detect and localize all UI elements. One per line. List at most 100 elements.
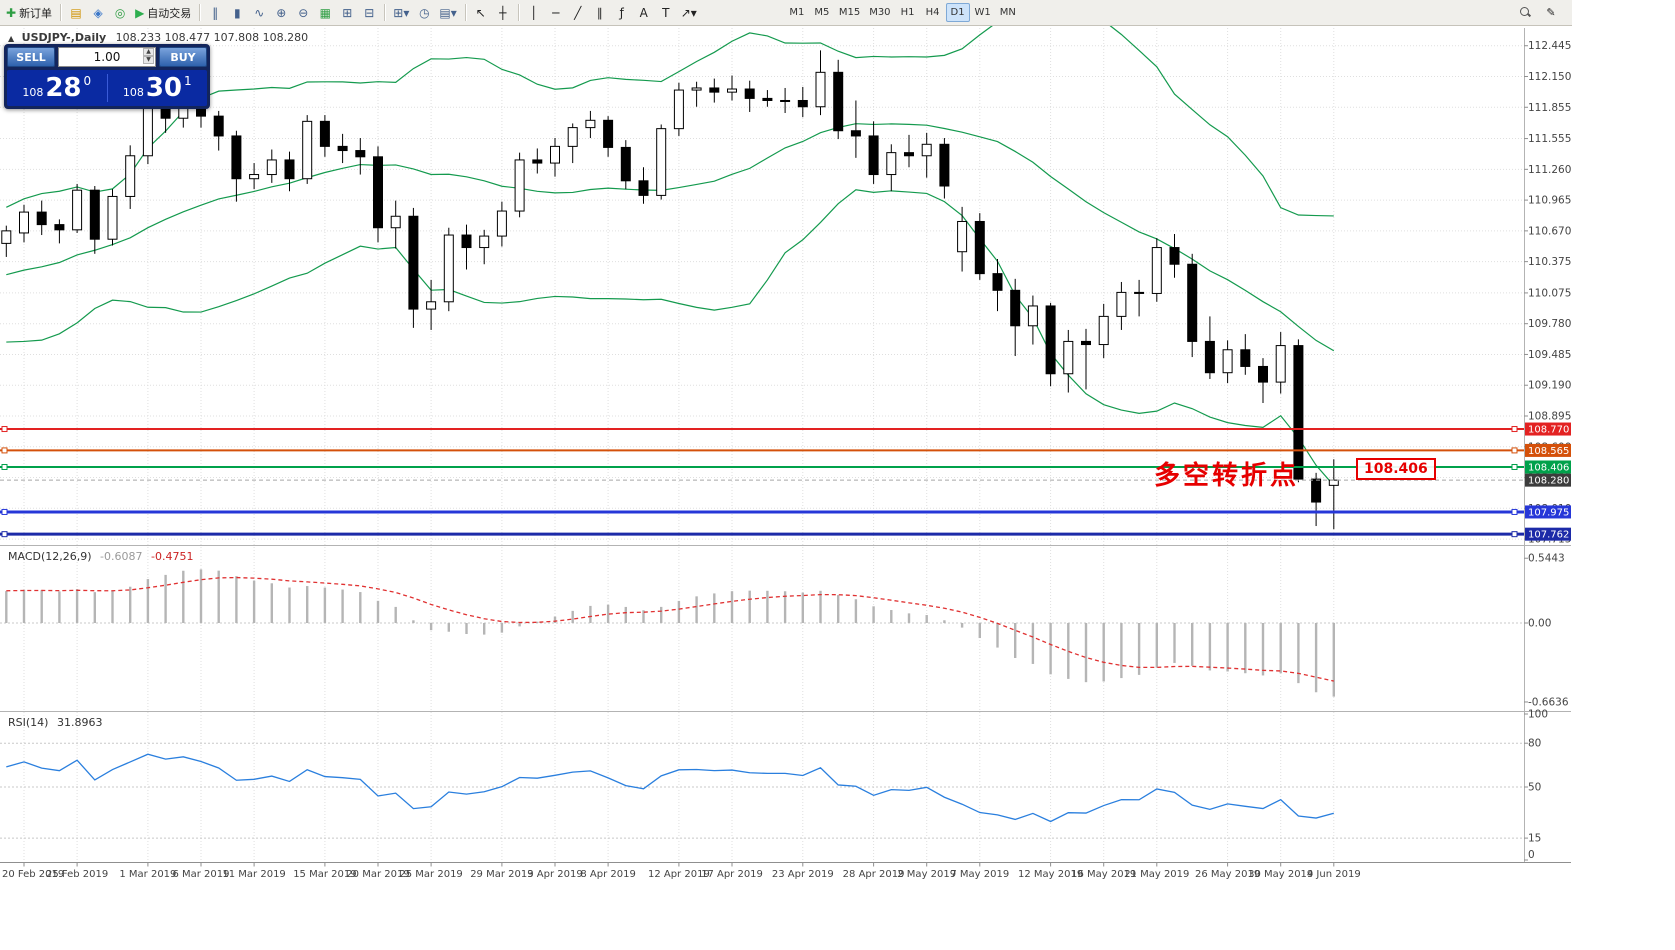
bars-chart-icon[interactable]: ‖ [204, 2, 226, 23]
sell-price-main: 28 [45, 73, 82, 103]
timeframe-M30[interactable]: M30 [865, 3, 894, 22]
fibonacci-icon[interactable]: ƒ [611, 2, 633, 23]
svg-text:109.485: 109.485 [1528, 349, 1571, 361]
tile-windows-icon[interactable]: ▦ [314, 2, 336, 23]
rsi-value: 31.8963 [56, 716, 103, 729]
new-chart-icon[interactable]: ⊞▾ [389, 2, 413, 23]
svg-text:108.406: 108.406 [1528, 462, 1569, 473]
svg-text:4 Jun 2019: 4 Jun 2019 [1307, 869, 1361, 880]
line-chart-icon: ∿ [254, 5, 265, 20]
arrange-windows-icon[interactable]: ⊟ [358, 2, 380, 23]
buy-button[interactable]: BUY [159, 47, 207, 67]
cascade-windows-icon[interactable]: ⊞ [336, 2, 358, 23]
new-order-label: 新订单 [19, 6, 53, 20]
rsi-indicator-label: RSI(14) 31.8963 [8, 716, 102, 729]
buy-price-pip: 1 [184, 74, 192, 88]
macd-pane [0, 569, 1524, 697]
timeframe-MN[interactable]: MN [996, 3, 1020, 22]
candles-layer [1, 50, 1339, 530]
price-divider [106, 74, 108, 102]
terminal-icon: ◎ [114, 5, 126, 20]
edit-icon[interactable]: ✎ [1540, 2, 1562, 23]
label-icon[interactable]: T [655, 2, 677, 23]
horizontal-line-icon[interactable]: ─ [545, 2, 567, 23]
candlestick-chart-icon[interactable]: ▮ [226, 2, 248, 23]
rsi-line [6, 753, 1334, 823]
chart-profiles-icon[interactable]: ◷ [413, 2, 435, 23]
horizontal-lines[interactable] [0, 426, 1524, 538]
volume-down-button[interactable]: ▼ [143, 56, 154, 64]
svg-text:108.770: 108.770 [1528, 425, 1569, 436]
timeframe-H1[interactable]: H1 [896, 3, 920, 22]
market-watch-icon: ▤ [70, 5, 82, 20]
label-icon: T [662, 5, 670, 20]
pane-separators[interactable] [0, 28, 1571, 863]
svg-text:111.260: 111.260 [1528, 164, 1571, 176]
bollinger-upper [6, 0, 1334, 217]
svg-text:2 May 2019: 2 May 2019 [897, 869, 956, 880]
bollinger-bands [6, 0, 1335, 486]
timeframe-M15[interactable]: M15 [835, 3, 864, 22]
autotrading-button[interactable]: ▶ 自动交易 [131, 2, 195, 23]
terminal-icon[interactable]: ◎ [109, 2, 131, 23]
autotrading-label: 自动交易 [147, 6, 192, 20]
line-chart-icon[interactable]: ∿ [248, 2, 270, 23]
sell-price-pip: 0 [83, 74, 92, 88]
svg-text:12 Apr 2019: 12 Apr 2019 [648, 869, 710, 880]
price-callout-box[interactable]: 108.406 [1356, 458, 1436, 480]
svg-text:111.555: 111.555 [1528, 133, 1571, 145]
market-watch-icon[interactable]: ▤ [65, 2, 87, 23]
volume-value: 1.00 [93, 50, 121, 64]
volume-up-button[interactable]: ▲ [143, 48, 154, 56]
chart-templates-icon[interactable]: ▤▾ [435, 2, 460, 23]
svg-text:0: 0 [1528, 849, 1535, 861]
sell-button[interactable]: SELL [7, 47, 55, 67]
toolbar-separator [199, 4, 201, 21]
one-click-toggle[interactable]: ▲ [8, 34, 15, 43]
svg-text:107.975: 107.975 [1528, 507, 1569, 518]
timeframe-M5[interactable]: M5 [810, 3, 834, 22]
trendline-icon: ╱ [574, 5, 582, 20]
sell-price-display[interactable]: 108 28 0 [7, 73, 107, 103]
zoom-out-icon[interactable]: ⊖ [292, 2, 314, 23]
search-icon[interactable] [1514, 2, 1536, 23]
chart-annotation-text[interactable]: 多空转折点 [1154, 461, 1300, 491]
svg-text:50: 50 [1528, 782, 1541, 794]
crosshair-icon[interactable]: ┼ [492, 2, 514, 23]
svg-text:108.280: 108.280 [1528, 476, 1569, 487]
channel-icon: ∥ [596, 5, 603, 20]
timeframe-H4[interactable]: H4 [921, 3, 945, 22]
timeframe-M1[interactable]: M1 [785, 3, 809, 22]
svg-text:108.895: 108.895 [1528, 410, 1571, 422]
svg-text:25 Mar 2019: 25 Mar 2019 [399, 869, 462, 880]
cascade-windows-icon: ⊞ [342, 5, 353, 20]
volume-input[interactable]: 1.00 ▲ ▼ [58, 47, 156, 67]
navigator-icon[interactable]: ◈ [87, 2, 109, 23]
trendline-icon[interactable]: ╱ [567, 2, 589, 23]
svg-text:28 Apr 2019: 28 Apr 2019 [843, 869, 905, 880]
zoom-out-icon: ⊖ [298, 5, 309, 20]
svg-text:20 Feb 2019: 20 Feb 2019 [2, 869, 64, 880]
vertical-line-icon: │ [530, 5, 538, 20]
zoom-in-icon[interactable]: ⊕ [270, 2, 292, 23]
svg-text:6 Mar 2019: 6 Mar 2019 [172, 869, 229, 880]
svg-text:26 May 2019: 26 May 2019 [1195, 869, 1260, 880]
text-icon[interactable]: A [633, 2, 655, 23]
buy-price-display[interactable]: 108 30 1 [108, 73, 208, 103]
arrows-icon[interactable]: ↗▾ [677, 2, 701, 23]
svg-text:108.565: 108.565 [1528, 446, 1569, 457]
svg-text:29 Mar 2019: 29 Mar 2019 [470, 869, 533, 880]
svg-text:30 May 2019: 30 May 2019 [1248, 869, 1313, 880]
navigator-icon: ◈ [93, 5, 103, 20]
toolbar-separator [464, 4, 466, 21]
vertical-line-icon[interactable]: │ [523, 2, 545, 23]
timeframe-D1[interactable]: D1 [945, 3, 970, 22]
price-tags[interactable]: 108.770 108.565 108.406 107.975 107.762 108.2… [1525, 422, 1571, 541]
timeframe-W1[interactable]: W1 [971, 3, 995, 22]
new-order-button[interactable]: ✚ 新订单 [2, 2, 56, 23]
cursor-icon[interactable]: ↖ [470, 2, 492, 23]
channel-icon[interactable]: ∥ [589, 2, 611, 23]
cursor-icon: ↖ [475, 5, 486, 20]
